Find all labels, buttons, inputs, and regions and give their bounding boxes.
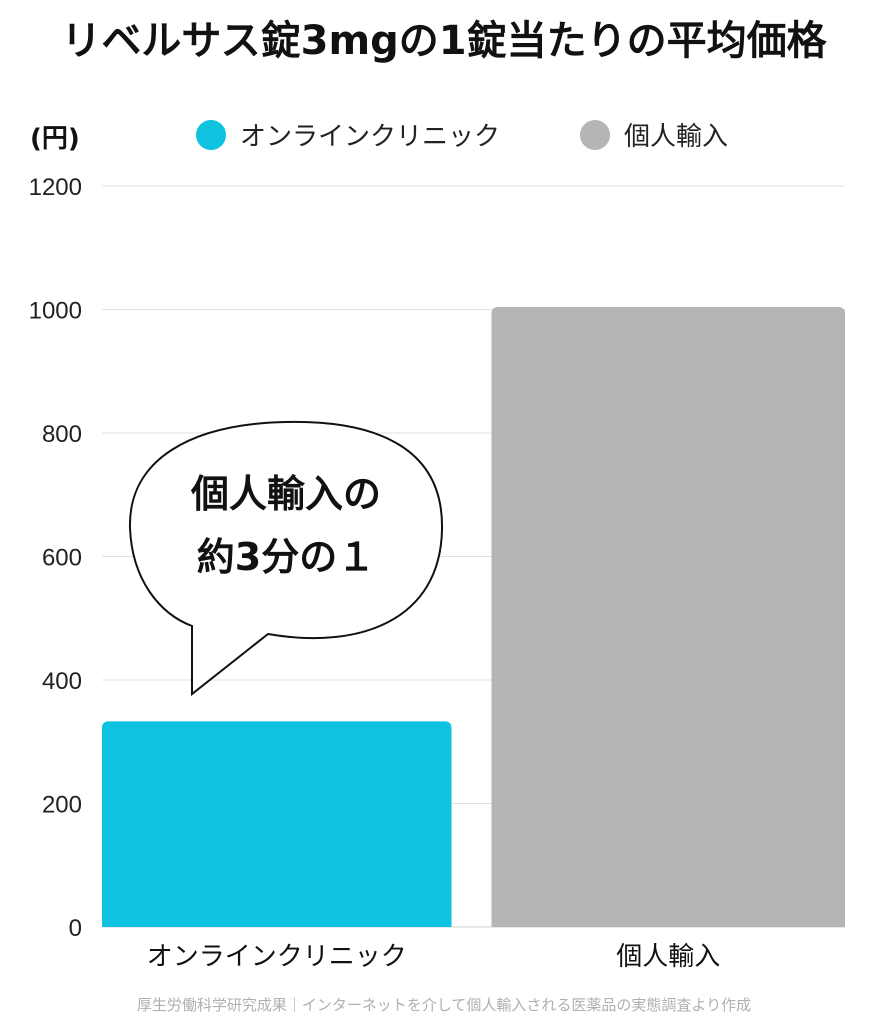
bars <box>102 307 845 927</box>
bar-online-clinic <box>102 721 452 927</box>
legend-label-personal-import: 個人輸入 <box>624 122 729 152</box>
bar-personal-import <box>491 307 845 927</box>
legend-item-personal-import: 個人輸入 <box>580 116 728 153</box>
speech-bubble-annotation: 個人輸入の 約3分の１ <box>128 420 444 697</box>
y-tick-label: 800 <box>42 421 82 448</box>
y-tick-label: 0 <box>69 915 82 942</box>
bar-base-online-clinic <box>102 919 452 927</box>
legend-label-online-clinic: オンラインクリニック <box>240 122 501 152</box>
bar-base-personal-import <box>491 919 845 927</box>
y-tick-label: 200 <box>42 792 82 819</box>
x-category-label: 個人輸入 <box>616 942 720 972</box>
annotation-line-1: 個人輸入の <box>190 472 381 516</box>
speech-bubble-shape <box>128 420 444 697</box>
legend-swatch-online-clinic <box>196 119 226 150</box>
legend-item-online-clinic: オンラインクリニック <box>196 116 500 153</box>
x-axis-labels: オンラインクリニック 個人輸入 <box>147 942 721 972</box>
legend-swatch-personal-import <box>580 119 610 150</box>
y-tick-label: 1200 <box>29 174 82 201</box>
y-tick-label: 600 <box>42 545 82 572</box>
x-category-label: オンラインクリニック <box>147 942 407 972</box>
y-axis-unit-label: (円) <box>30 124 80 154</box>
annotation-line-2: 約3分の１ <box>197 535 375 579</box>
y-axis-ticks: 0 200 400 600 800 1000 1200 <box>29 174 82 942</box>
y-tick-label: 400 <box>42 668 82 695</box>
chart-title: リベルサス錠3mgの1錠当たりの平均価格 <box>61 18 827 64</box>
y-tick-label: 1000 <box>29 298 82 325</box>
source-note: 厚生労働科学研究成果｜インターネットを介して個人輸入される医薬品の実態調査より作… <box>136 996 752 1014</box>
